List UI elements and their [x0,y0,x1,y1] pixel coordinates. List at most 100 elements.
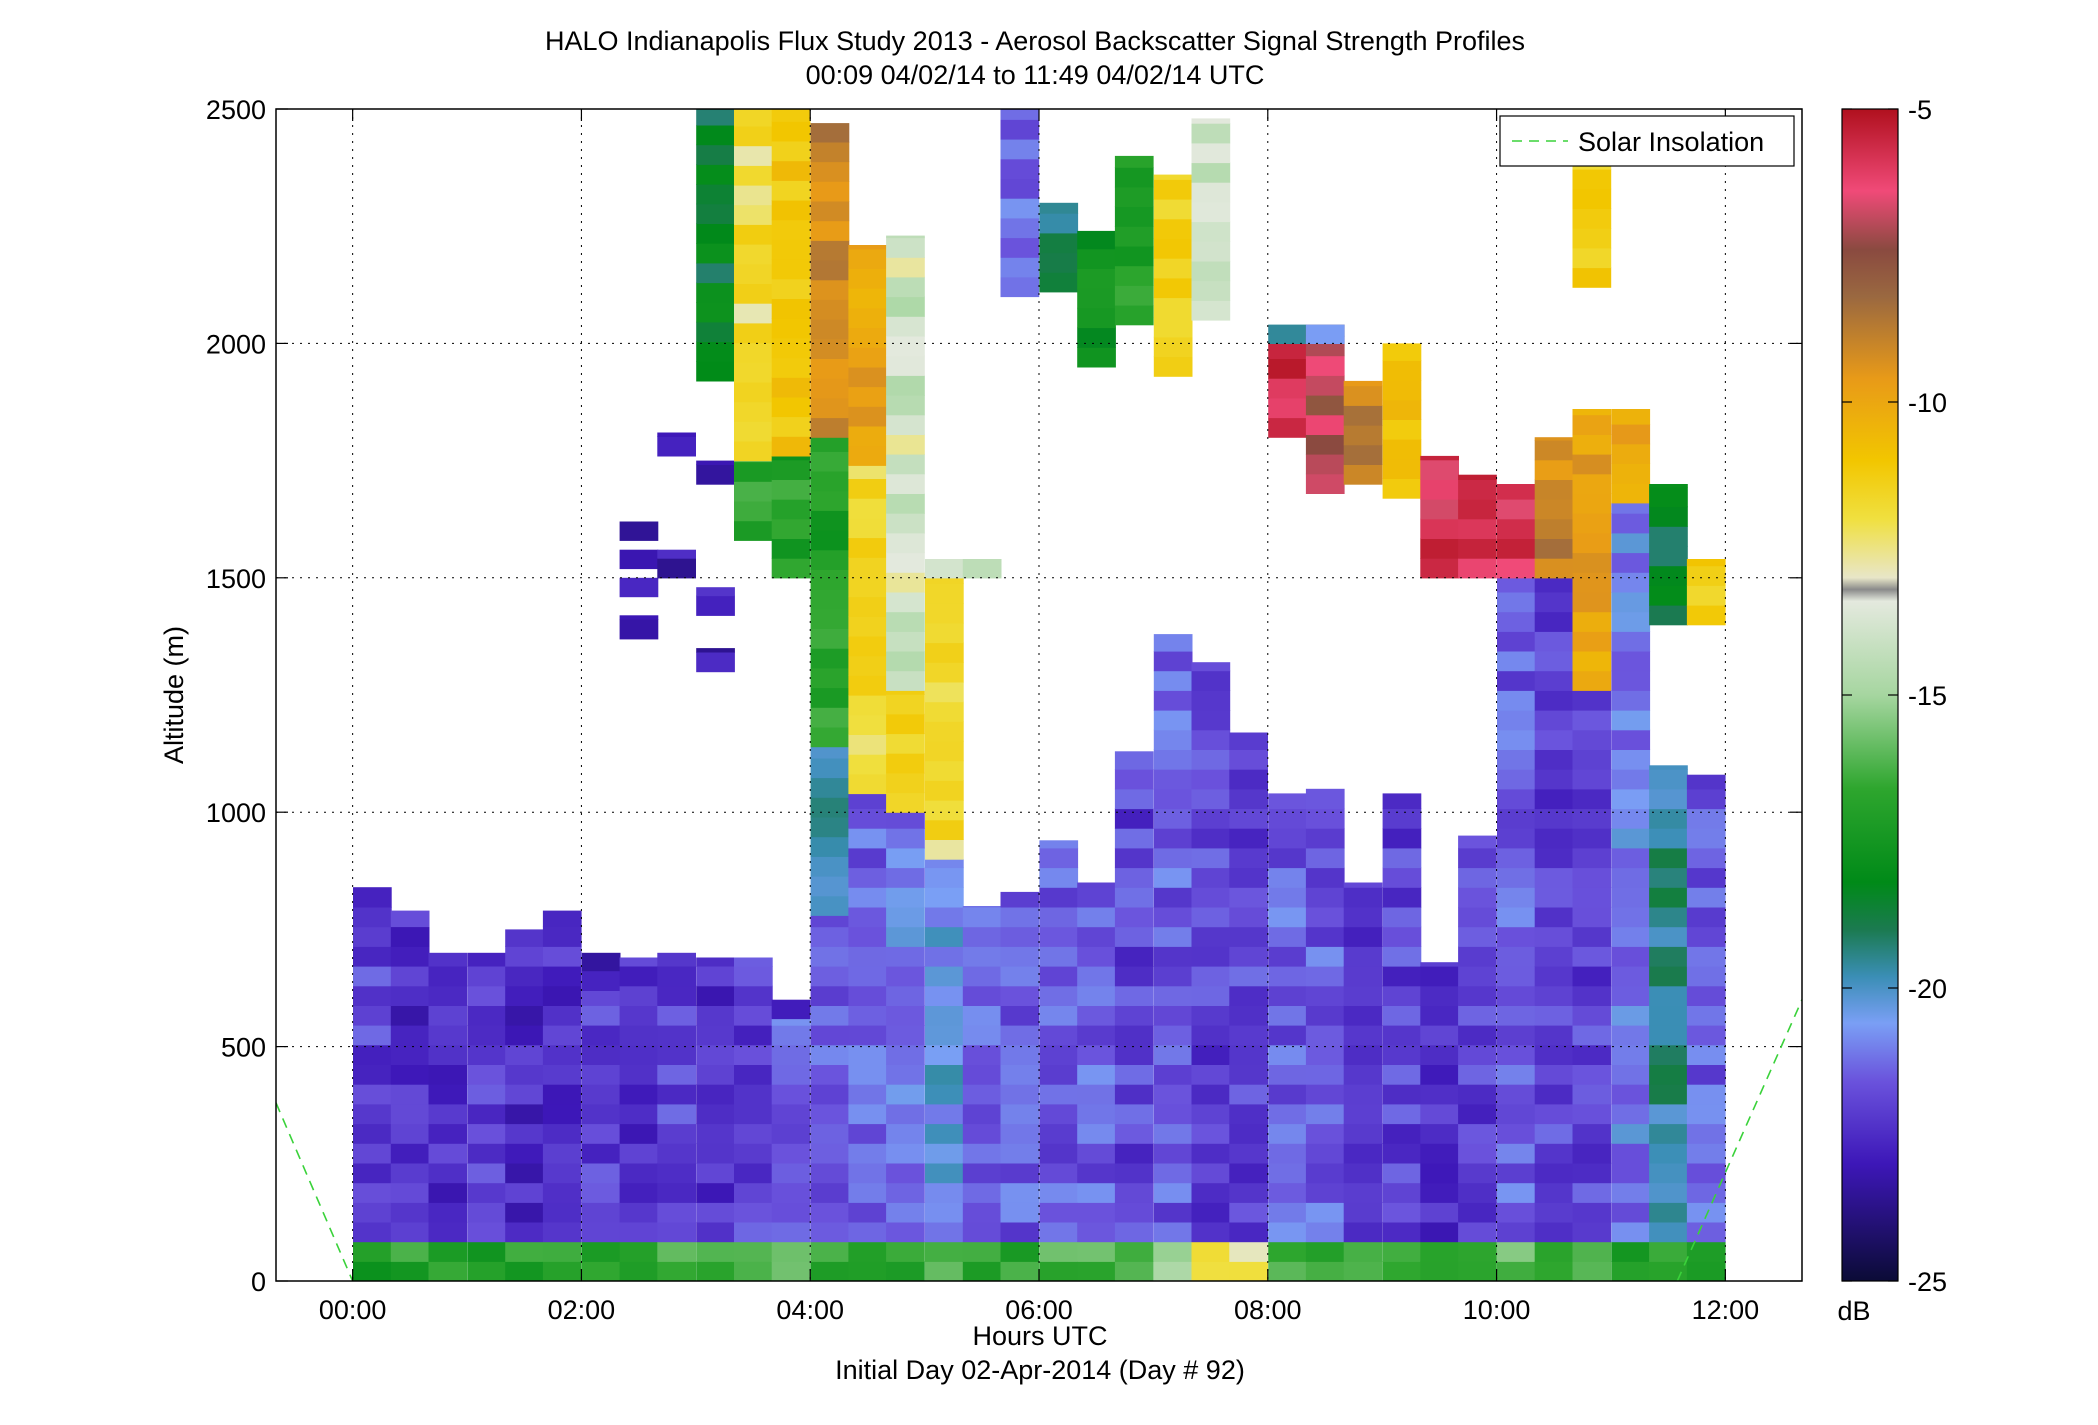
heatmap-cell [696,648,735,653]
heatmap-cell [390,926,430,947]
heatmap-cell [925,1261,964,1281]
heatmap-cell [925,839,964,860]
heatmap-cell [1382,1182,1422,1203]
heatmap-cell [1382,478,1422,499]
heatmap-cell [810,569,850,590]
heatmap-cell [1649,828,1688,849]
heatmap-cell [1000,1202,1040,1223]
heatmap-cell [581,1261,621,1281]
heatmap-cell [848,793,888,809]
heatmap-cell [1000,178,1040,199]
heatmap-cell [1305,847,1345,869]
heatmap-cell [619,521,659,541]
heatmap-cell [925,985,964,1006]
heatmap-cell [1305,1261,1345,1281]
heatmap-cell [1497,631,1536,652]
heatmap-cell [657,1143,696,1164]
heatmap-cell [810,299,850,320]
heatmap-cell [1114,1261,1154,1281]
heatmap-cell [771,416,811,437]
heatmap-cell [962,1064,1002,1085]
heatmap-cell [771,558,811,579]
heatmap-cell [1420,1261,1459,1281]
heatmap-cell [1191,182,1231,203]
heatmap-cell [886,1005,925,1026]
heatmap-cell [1572,1123,1612,1144]
heatmap-cell [848,478,888,499]
heatmap-cell [1497,749,1536,770]
heatmap-cell [428,1084,468,1105]
heatmap-cell [1191,828,1231,849]
heatmap-cell [886,906,925,928]
heatmap-cell [1497,1182,1536,1203]
heatmap-cell [1191,867,1231,888]
heatmap-cell [657,1221,696,1243]
heatmap-cell [771,109,811,122]
heatmap-cell [1191,260,1231,282]
heatmap-cell [696,1025,735,1046]
heatmap-cell [1153,1044,1193,1065]
heatmap-cell [1000,891,1040,908]
heatmap-cell [1191,1123,1231,1144]
x-tick-label: 02:00 [548,1295,616,1325]
heatmap-cell [1039,213,1079,234]
heatmap-cell [1039,867,1079,888]
heatmap-cell [925,926,964,947]
heatmap-cell [1114,285,1154,306]
legend: Solar Insolation [1499,115,1795,167]
heatmap-cell [1649,788,1688,810]
heatmap-cell [1343,1103,1383,1125]
heatmap-cell [925,1143,964,1164]
heatmap-cell [1039,272,1079,293]
heatmap-cell [1572,1064,1612,1085]
heatmap-cell [1153,1261,1193,1281]
heatmap-cell [848,1261,888,1281]
heatmap-cell [1572,434,1612,455]
heatmap-cell [1420,459,1459,480]
heatmap-cell [886,631,925,652]
heatmap-cell [771,455,811,461]
heatmap-cell [467,1261,507,1281]
heatmap-cell [1686,808,1726,829]
heatmap-cell [1420,1182,1459,1203]
heatmap-cell [1382,867,1422,888]
heatmap-cell [1114,1241,1154,1262]
heatmap-cell [619,1123,659,1144]
heatmap-cell [1497,926,1536,947]
heatmap-cell [390,966,430,987]
heatmap-cell [925,1123,964,1144]
y-axis: 0 500 1000 1500 2000 2500 [206,95,1802,1297]
heatmap-cell [505,1261,544,1281]
y-tick-label: 500 [221,1033,266,1063]
heatmap-cell [1305,1202,1345,1223]
heatmap-cell [1153,1103,1193,1125]
heatmap-cell [886,355,925,376]
heatmap-cell [734,421,773,442]
heatmap-cell [1420,1143,1459,1164]
heatmap-cell [810,1182,850,1203]
heatmap-cell [1420,962,1459,967]
heatmap-cell [734,1143,773,1164]
heatmap-cell [428,1044,468,1065]
heatmap-cell [848,307,888,329]
heatmap-cell [886,812,925,829]
heatmap-cell [619,619,659,640]
heatmap-cell [1686,1044,1726,1065]
heatmap-cell [848,347,888,368]
heatmap-cell [1649,1221,1688,1243]
heatmap-cell [353,926,392,947]
heatmap-cell [810,338,850,359]
heatmap-cell [1000,966,1040,987]
heatmap-cell [1572,985,1612,1006]
heatmap-cell [1343,1005,1383,1026]
heatmap-cell [1153,174,1193,180]
heatmap-cell [1153,1221,1193,1243]
heatmap-cell [810,530,850,551]
heatmap-cell [1611,1182,1651,1203]
heatmap-cell [1153,1241,1193,1262]
heatmap-cell [1000,1261,1040,1281]
heatmap-cell [925,1084,964,1105]
heatmap-cell [1382,1202,1422,1223]
heatmap-cell [1497,769,1536,790]
heatmap-cell [1686,867,1726,888]
